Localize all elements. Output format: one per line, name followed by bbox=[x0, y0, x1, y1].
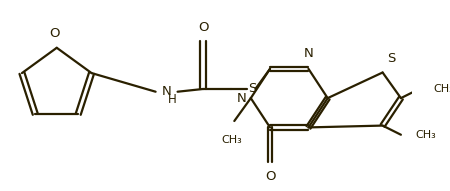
Text: O: O bbox=[50, 28, 60, 40]
Text: O: O bbox=[198, 21, 208, 34]
Text: H: H bbox=[168, 92, 176, 106]
Text: N: N bbox=[236, 92, 246, 105]
Text: N: N bbox=[304, 47, 313, 60]
Text: CH₃: CH₃ bbox=[221, 135, 242, 145]
Text: O: O bbox=[265, 170, 275, 183]
Text: CH₃: CH₃ bbox=[415, 130, 436, 140]
Text: S: S bbox=[248, 83, 257, 96]
Text: CH₃: CH₃ bbox=[434, 84, 450, 94]
Text: S: S bbox=[387, 52, 396, 65]
Text: N: N bbox=[162, 85, 171, 98]
